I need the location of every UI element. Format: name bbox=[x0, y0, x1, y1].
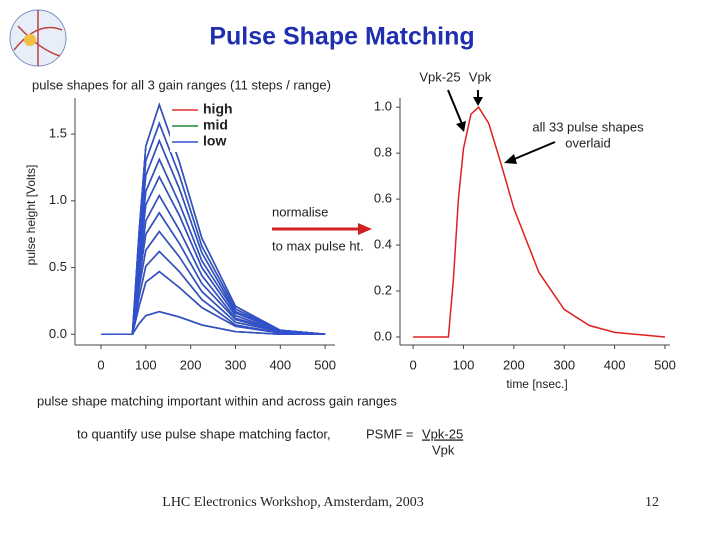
line bbox=[101, 270, 326, 336]
page-number: 12 bbox=[645, 495, 659, 510]
note: to quantify use pulse shape matching fac… bbox=[77, 426, 331, 441]
x-tick-label: 500 bbox=[654, 357, 676, 372]
annotation: overlaid bbox=[565, 135, 611, 150]
annotation: normalise bbox=[272, 204, 328, 219]
legend-label: high bbox=[203, 101, 233, 117]
x-tick-label: 100 bbox=[135, 357, 157, 372]
annotation: to max pulse ht. bbox=[272, 238, 364, 253]
x-tick-label: 400 bbox=[604, 357, 626, 372]
annotation: all 33 pulse shapes bbox=[532, 119, 644, 134]
y-tick-label: 0.0 bbox=[49, 326, 67, 341]
y-tick-label: 0.4 bbox=[374, 236, 392, 251]
slide-title: Pulse Shape Matching bbox=[209, 23, 474, 51]
x-tick-label: 300 bbox=[225, 357, 247, 372]
logo bbox=[9, 9, 67, 67]
line bbox=[101, 230, 326, 336]
y-tick-label: 0.5 bbox=[49, 259, 67, 274]
x-tick-label: 300 bbox=[553, 357, 575, 372]
y-tick-label: 1.0 bbox=[49, 192, 67, 207]
psmf-numerator: Vpk-25 bbox=[422, 426, 463, 441]
y-tick-label: 1.0 bbox=[374, 99, 392, 114]
x-tick-label: 500 bbox=[314, 357, 336, 372]
annotation: Vpk-25 bbox=[419, 69, 460, 84]
y-tick-label: 0.6 bbox=[374, 191, 392, 206]
y-tick-label: 0.8 bbox=[374, 145, 392, 160]
legend-label: mid bbox=[203, 117, 228, 133]
chart-subtitle: pulse shapes for all 3 gain ranges (11 s… bbox=[32, 77, 331, 92]
y-tick-label: 0.0 bbox=[374, 328, 392, 343]
x-tick-label: 100 bbox=[453, 357, 475, 372]
x-tick-label: 0 bbox=[97, 357, 104, 372]
annotation: Vpk bbox=[469, 69, 492, 84]
line bbox=[101, 310, 326, 336]
footer: LHC Electronics Workshop, Amsterdam, 200… bbox=[162, 495, 423, 510]
x-tick-label: 200 bbox=[503, 357, 525, 372]
y-tick-label: 0.2 bbox=[374, 282, 392, 297]
y-tick-label: 1.5 bbox=[49, 125, 67, 140]
x-axis-label: time [nsec.] bbox=[506, 377, 567, 391]
x-tick-label: 400 bbox=[269, 357, 291, 372]
line bbox=[413, 106, 666, 338]
psmf-label: PSMF = bbox=[366, 426, 413, 441]
x-tick-label: 200 bbox=[180, 357, 202, 372]
legend-label: low bbox=[203, 133, 226, 149]
y-axis-label: pulse height [Volts] bbox=[24, 165, 38, 266]
x-tick-label: 0 bbox=[409, 357, 416, 372]
psmf-denominator: Vpk bbox=[432, 442, 455, 457]
arrows bbox=[272, 89, 556, 235]
note: pulse shape matching important within an… bbox=[37, 393, 397, 408]
